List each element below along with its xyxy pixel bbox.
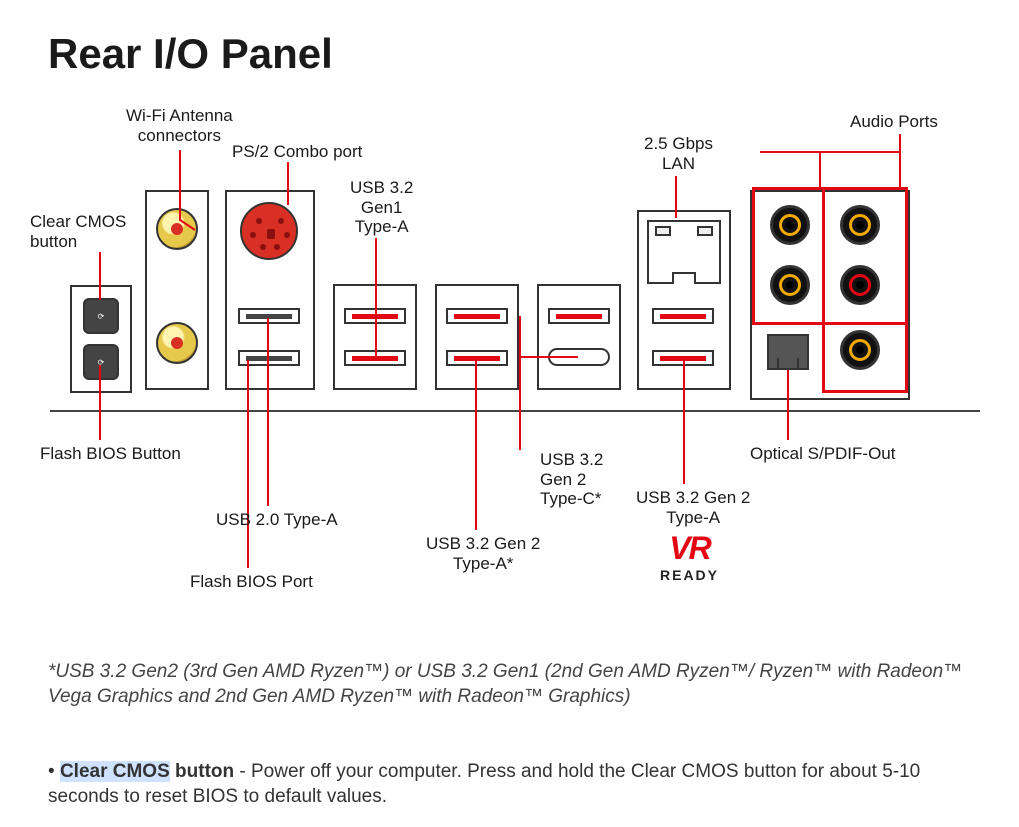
callout-spdif: Optical S/PDIF-Out: [750, 444, 895, 464]
callout-clear-cmos: Clear CMOSbutton: [30, 212, 126, 251]
audio-jack-icon: [840, 330, 880, 370]
vr-ready-text: READY: [660, 567, 719, 583]
usb-port-icon: [548, 308, 610, 324]
callout-usb32g2a-star: USB 3.2 Gen 2Type-A*: [426, 534, 540, 573]
spdif-icon: [767, 334, 809, 370]
usb-port-icon: [446, 350, 508, 366]
wifi-sma-icon: [156, 208, 198, 250]
usb-port-icon: [652, 350, 714, 366]
bullet-bold2: button: [170, 761, 234, 782]
usb-port-icon: [344, 308, 406, 324]
rj45-icon: [647, 220, 721, 284]
callout-usb32g2a: USB 3.2 Gen 2Type-A: [636, 488, 750, 527]
usb-port-icon: [652, 308, 714, 324]
footnote-text: *USB 3.2 Gen2 (3rd Gen AMD Ryzen™) or US…: [48, 660, 968, 709]
flash-bios-button-icon: ⟳: [83, 344, 119, 380]
usb-c-icon: [548, 348, 610, 366]
cluster-usb-c: [537, 284, 621, 390]
vr-ready-badge: VR READY: [660, 530, 719, 583]
clear-cmos-button-icon: ⟳: [83, 298, 119, 334]
io-diagram: ⟳ ⟳: [40, 90, 980, 630]
audio-jack-icon: [840, 205, 880, 245]
callout-ps2: PS/2 Combo port: [232, 142, 362, 162]
bullet-highlight: Clear CMOS: [60, 761, 170, 782]
callout-wifi: Wi-Fi Antennaconnectors: [126, 106, 233, 145]
callout-flash-bios-btn: Flash BIOS Button: [40, 444, 181, 464]
ps2-icon: [240, 202, 298, 260]
wifi-sma-icon: [156, 322, 198, 364]
callout-lan: 2.5 GbpsLAN: [644, 134, 713, 173]
usb-port-icon: [238, 308, 300, 324]
usb-port-icon: [446, 308, 508, 324]
bullet-text: • Clear CMOS button - Power off your com…: [48, 760, 968, 809]
audio-jack-icon: [840, 265, 880, 305]
callout-usb32g1a: USB 3.2Gen1Type-A: [350, 178, 413, 237]
callout-usb20: USB 2.0 Type-A: [216, 510, 338, 530]
callout-audio: Audio Ports: [850, 112, 938, 132]
callout-usb32g2c-star: USB 3.2Gen 2Type-C*: [540, 450, 603, 509]
page-title: Rear I/O Panel: [48, 30, 333, 78]
cluster-usb-a: [333, 284, 417, 390]
vr-text: VR: [660, 530, 719, 567]
audio-jack-icon: [770, 205, 810, 245]
callout-flash-bios-port: Flash BIOS Port: [190, 572, 313, 592]
usb-port-icon: [344, 350, 406, 366]
audio-jack-icon: [770, 265, 810, 305]
usb-port-icon: [238, 350, 300, 366]
panel-baseline: [50, 410, 980, 412]
cluster-usb-b: [435, 284, 519, 390]
